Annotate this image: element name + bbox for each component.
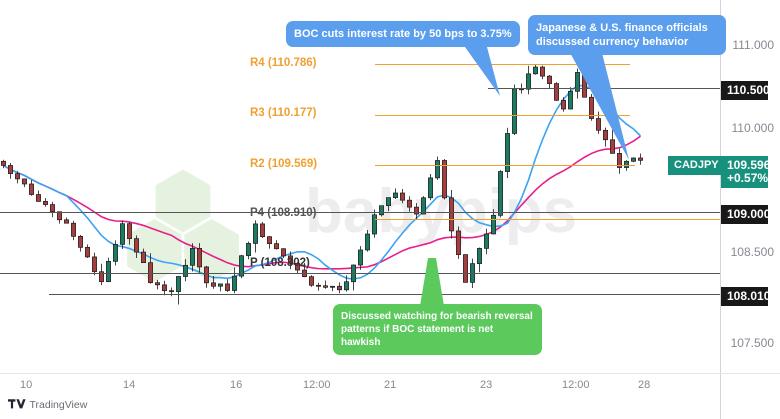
svg-text:TradingView: TradingView — [30, 399, 88, 411]
